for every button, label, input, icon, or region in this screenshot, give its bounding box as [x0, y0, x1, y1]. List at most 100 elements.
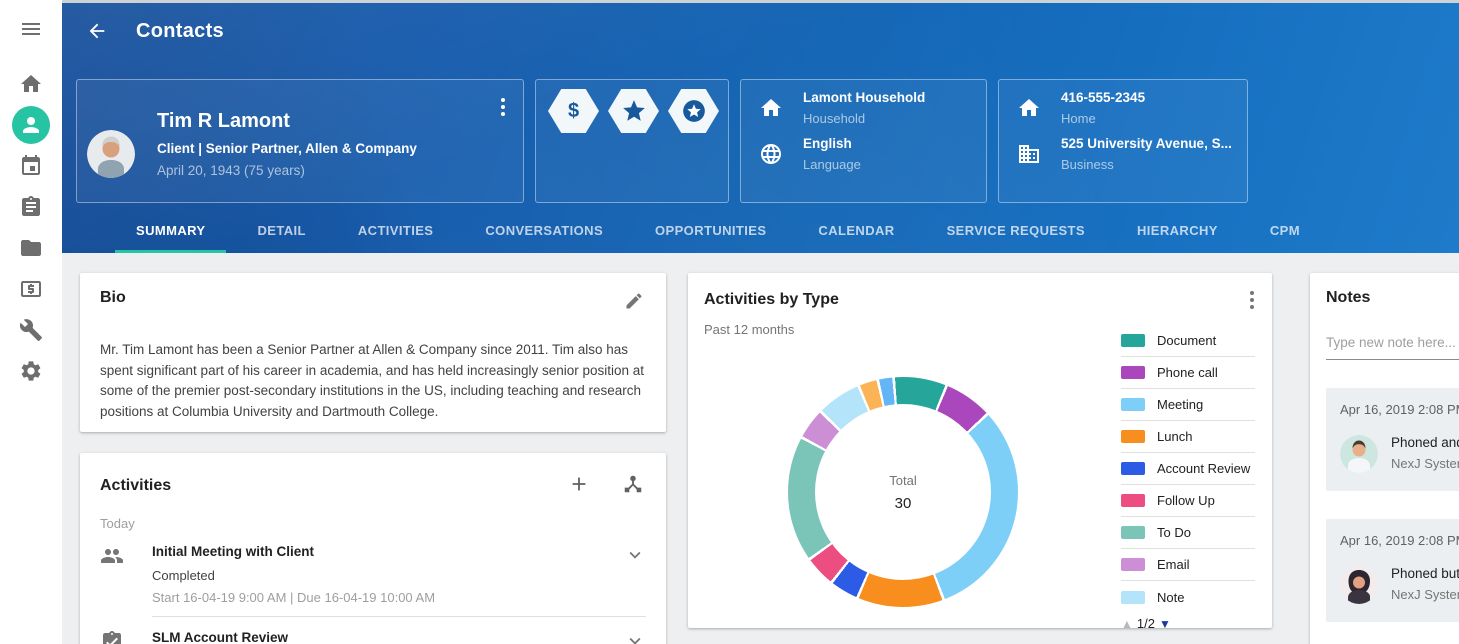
activities-date-group: Today	[100, 516, 135, 531]
note-text: Phoned and le	[1391, 435, 1459, 450]
back-button[interactable]	[80, 14, 114, 48]
legend-item-to-do: To Do	[1121, 517, 1255, 549]
legend-item-account-review: Account Review	[1121, 453, 1255, 485]
sidebar-item-home[interactable]	[9, 67, 53, 101]
divider	[152, 616, 646, 617]
home-icon	[761, 99, 781, 116]
activity-item[interactable]: Initial Meeting with Client Completed St…	[100, 531, 646, 616]
sidebar-item-tools[interactable]	[9, 313, 53, 347]
tab-service-requests[interactable]: SERVICE REQUESTS	[946, 222, 1085, 238]
chevron-down-icon	[629, 551, 641, 559]
home-icon	[21, 75, 41, 92]
language-label: Language	[803, 157, 861, 172]
star-badge[interactable]	[608, 89, 659, 133]
tab-detail[interactable]: DETAIL	[257, 222, 306, 238]
legend-page-down-icon[interactable]: ▼	[1158, 616, 1171, 631]
legend-swatch	[1121, 366, 1145, 379]
sidebar	[0, 0, 62, 644]
chart-subtitle: Past 12 months	[704, 322, 795, 337]
contact-name: Tim R Lamont	[157, 110, 290, 132]
legend-label: Meeting	[1157, 397, 1204, 412]
sidebar-item-billing[interactable]	[9, 272, 53, 306]
sidebar-item-contacts[interactable]	[9, 106, 53, 144]
dollar-badge[interactable]: $	[548, 89, 599, 133]
add-activity-button[interactable]	[566, 471, 592, 500]
contact-badges-card: $	[535, 79, 729, 203]
gear-icon	[21, 361, 41, 381]
legend-item-follow-up: Follow Up	[1121, 485, 1255, 517]
activity-item[interactable]: SLM Account Review Outstanding	[100, 617, 646, 644]
people-icon	[101, 549, 123, 563]
task-check-icon	[103, 631, 121, 644]
clipboard-icon	[22, 196, 40, 216]
sidebar-item-documents[interactable]	[9, 231, 53, 265]
wrench-icon	[19, 319, 42, 341]
tab-summary[interactable]: SUMMARY	[115, 207, 227, 253]
note-author-avatar	[1340, 566, 1378, 604]
note-date: Apr 16, 2019 2:08 PM	[1340, 402, 1459, 417]
pencil-icon	[626, 293, 642, 309]
tab-cpm[interactable]: CPM	[1269, 222, 1300, 238]
legend-swatch	[1121, 590, 1145, 604]
contact-menu-button[interactable]	[497, 94, 509, 120]
person-icon	[23, 117, 39, 133]
activity-schedule: Start 16-04-19 9:00 AM | Due 16-04-19 10…	[152, 590, 436, 605]
expand-activity-button[interactable]	[624, 544, 646, 568]
home-icon	[1019, 99, 1039, 116]
notes-title: Notes	[1326, 289, 1371, 306]
folder-icon	[21, 240, 41, 256]
star-circle-badge[interactable]	[668, 89, 719, 133]
calendar-icon	[22, 155, 40, 175]
note-text: Phoned but co	[1391, 566, 1459, 581]
tab-calendar[interactable]: CALENDAR	[818, 222, 895, 238]
chart-menu-button[interactable]	[1246, 287, 1258, 313]
new-note-input[interactable]	[1326, 329, 1459, 360]
chevron-down-icon	[629, 637, 641, 644]
address-label: Business	[1061, 157, 1114, 172]
household-value: Lamont Household	[803, 90, 926, 105]
kebab-icon	[1250, 291, 1254, 295]
legend-item-phone-call: Phone call	[1121, 357, 1255, 389]
contact-avatar	[87, 130, 135, 178]
language-row: English Language	[759, 136, 986, 172]
back-arrow-icon	[89, 23, 105, 39]
legend-swatch	[1121, 558, 1145, 571]
legend-label: Note	[1157, 589, 1185, 605]
note-date: Apr 16, 2019 2:08 PM	[1340, 533, 1459, 548]
bio-card: Bio Mr. Tim Lamont has been a Senior Par…	[80, 273, 666, 432]
sidebar-item-settings[interactable]	[9, 354, 53, 388]
tab-conversations[interactable]: CONVERSATIONS	[485, 222, 604, 238]
tab-hierarchy[interactable]: HIERARCHY	[1136, 222, 1218, 238]
legend-item-note: Note	[1121, 581, 1255, 613]
activity-hierarchy-button[interactable]	[620, 471, 646, 500]
active-indicator	[12, 106, 50, 144]
activity-status: Completed	[152, 568, 215, 583]
legend-item-meeting: Meeting	[1121, 389, 1255, 421]
legend-page-up-icon[interactable]: ▲	[1121, 616, 1133, 631]
tab-activities[interactable]: ACTIVITIES	[357, 222, 434, 238]
app-bar: Contacts	[62, 3, 1459, 59]
sidebar-item-calendar[interactable]	[9, 149, 53, 183]
legend-swatch	[1121, 462, 1145, 475]
phone-value: 416-555-2345	[1061, 90, 1146, 105]
language-value: English	[803, 136, 852, 151]
bio-edit-button[interactable]	[622, 289, 646, 316]
sidebar-item-tasks[interactable]	[9, 190, 53, 224]
legend-swatch	[1121, 398, 1145, 411]
note-author: NexJ System	[1391, 587, 1459, 602]
donut-center: Total 30	[815, 404, 991, 580]
legend-swatch	[1121, 430, 1145, 443]
note-item: Apr 16, 2019 2:08 PM Phoned and le NexJ …	[1326, 388, 1459, 491]
legend-label: Account Review	[1157, 461, 1251, 476]
expand-activity-button[interactable]	[624, 630, 646, 644]
legend-label: Email	[1157, 557, 1190, 572]
menu-button[interactable]	[9, 12, 53, 46]
page-title: Contacts	[136, 19, 224, 42]
household-label: Household	[803, 111, 866, 126]
tab-opportunities[interactable]: OPPORTUNITIES	[655, 222, 767, 238]
note-item: Apr 16, 2019 2:08 PM Phoned but co NexJ …	[1326, 519, 1459, 622]
main-content: Bio Mr. Tim Lamont has been a Senior Par…	[62, 253, 1459, 644]
contact-info-card: 416-555-2345 Home 525 University Avenue,…	[998, 79, 1248, 203]
phone-row: 416-555-2345 Home	[1017, 90, 1247, 126]
